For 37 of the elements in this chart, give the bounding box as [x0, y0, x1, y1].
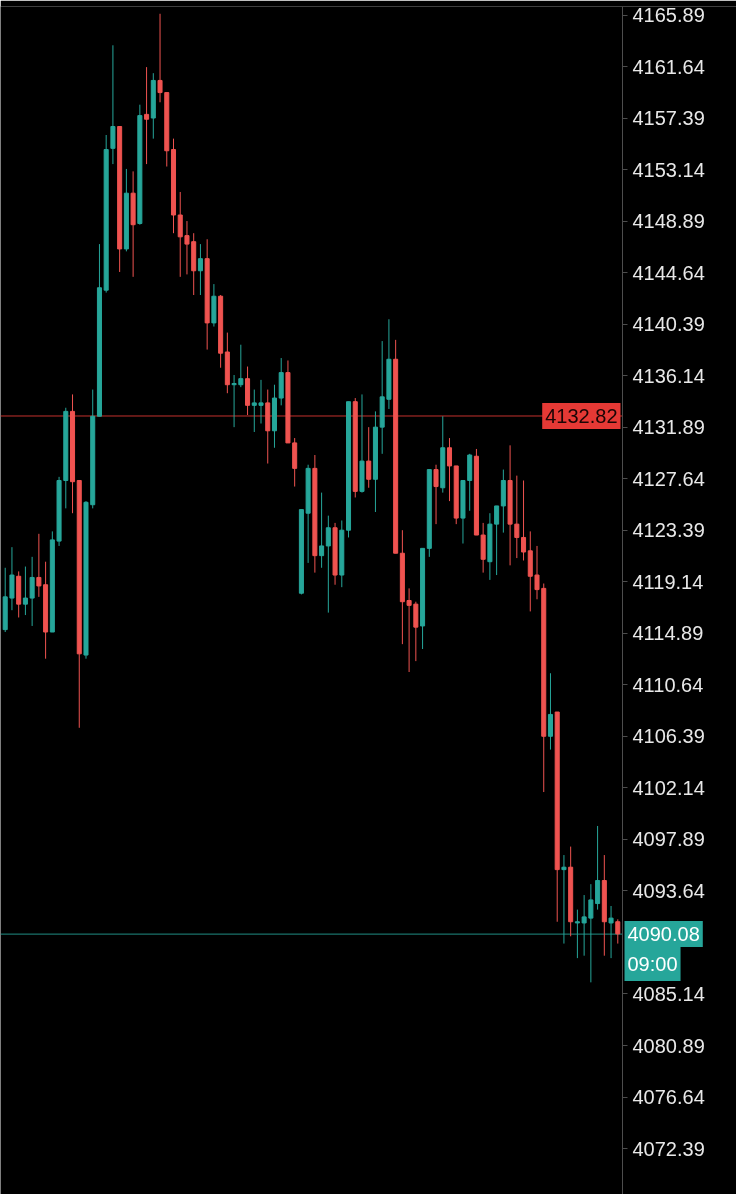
- candlestick: [110, 44, 116, 165]
- y-tick-label: 4076.64: [632, 1086, 705, 1109]
- y-tick-label: 4123.39: [632, 519, 705, 542]
- candlestick: [366, 426, 372, 489]
- y-tick-label: 4102.14: [632, 776, 705, 799]
- ref-line-label: 4090.08: [627, 923, 700, 946]
- y-tick-label: 4153.14: [632, 158, 705, 181]
- ref-line-label: 4132.82: [545, 405, 618, 427]
- candlestick: [446, 437, 453, 502]
- y-tick-label: 4131.89: [632, 416, 705, 439]
- y-tick-label: 4072.39: [632, 1137, 705, 1160]
- y-tick-label: 4140.39: [632, 313, 705, 336]
- y-tick-label: 4144.64: [632, 261, 705, 284]
- y-tick-label: 4157.39: [632, 107, 705, 130]
- candlestick: [325, 515, 331, 614]
- y-tick-label: 4114.89: [632, 622, 704, 645]
- y-tick-label: 4110.64: [632, 673, 704, 696]
- y-tick-label: 4136.14: [632, 364, 705, 387]
- y-tick-label: 4148.89: [632, 210, 705, 233]
- candlestick: [615, 918, 621, 945]
- y-tick-label: 4097.89: [632, 828, 705, 851]
- y-tick-label: 4165.89: [632, 4, 705, 27]
- y-tick-label: 4080.89: [632, 1034, 705, 1057]
- candlestick: [197, 243, 203, 296]
- text: 09:00: [627, 953, 678, 976]
- candlestick: [319, 492, 325, 569]
- y-tick-label: 4127.64: [632, 467, 705, 490]
- y-tick-label: 4106.39: [632, 725, 705, 748]
- candlestick: [547, 672, 553, 751]
- y-tick-label: 4161.64: [632, 55, 705, 78]
- candlestick: [521, 479, 527, 561]
- candlestick: [144, 66, 150, 165]
- y-tick-label: 4093.64: [632, 879, 705, 902]
- candlestick: [514, 475, 520, 559]
- y-tick-label: 4085.14: [632, 982, 705, 1005]
- y-tick-label: 4119.14: [632, 570, 704, 593]
- candlestick: [433, 464, 439, 525]
